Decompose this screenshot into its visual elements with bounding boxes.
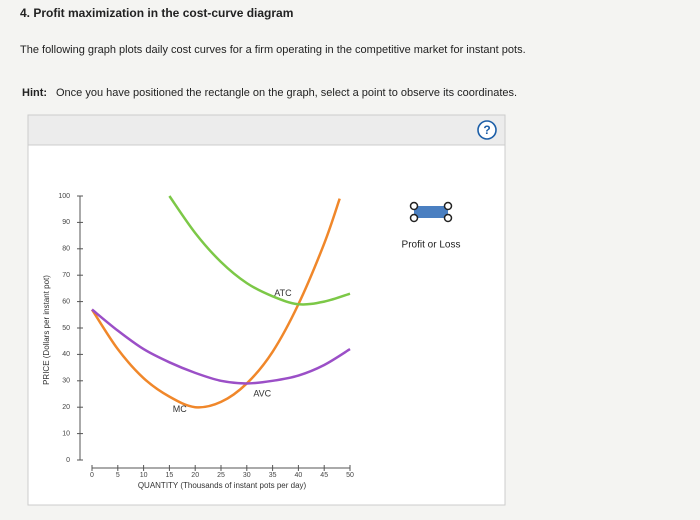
y-tick-label: 50 <box>62 325 70 332</box>
curve-label: ATC <box>274 288 292 298</box>
curve <box>91 308 351 385</box>
tool-handle[interactable] <box>443 201 453 211</box>
x-tick-label: 15 <box>166 472 174 479</box>
curve <box>90 198 341 409</box>
x-tick-label: 35 <box>269 472 277 479</box>
x-tick-label: 40 <box>295 472 303 479</box>
y-tick-label: 30 <box>62 378 70 385</box>
tool-rect[interactable] <box>414 206 448 218</box>
x-tick-label: 30 <box>243 472 251 479</box>
tool-label: Profit or Loss <box>402 240 461 251</box>
hint-label: Hint: <box>22 87 47 99</box>
y-tick-label: 90 <box>62 219 70 226</box>
y-tick-label: 80 <box>62 246 70 253</box>
curve-label: AVC <box>253 388 271 398</box>
y-tick-label: 100 <box>58 193 70 200</box>
y-tick-label: 60 <box>62 298 70 305</box>
x-tick-label: 5 <box>116 472 120 479</box>
curve-label: MC <box>173 404 187 414</box>
help-icon[interactable]: ? <box>483 123 490 137</box>
x-tick-label: 25 <box>217 472 225 479</box>
x-tick-label: 0 <box>90 472 94 479</box>
y-tick-label: 70 <box>62 272 70 279</box>
tool-handle[interactable] <box>443 213 453 223</box>
x-axis-label: QUANTITY (Thousands of instant pots per … <box>138 481 307 490</box>
curve <box>168 195 351 306</box>
profit-tool[interactable] <box>409 201 453 223</box>
y-tick-label: 0 <box>66 457 70 464</box>
x-tick-label: 50 <box>346 472 354 479</box>
y-tick-label: 20 <box>62 404 70 411</box>
graph-panel <box>27 114 506 506</box>
tool-handle[interactable] <box>409 201 419 211</box>
panel-header <box>27 114 506 146</box>
hint-text: Once you have positioned the rectangle o… <box>56 87 517 99</box>
x-tick-label: 10 <box>140 472 148 479</box>
question-title: 4. Profit maximization in the cost-curve… <box>20 6 293 20</box>
x-tick-label: 20 <box>191 472 199 479</box>
x-tick-label: 45 <box>320 472 328 479</box>
help-button[interactable] <box>477 120 497 140</box>
y-axis-label: PRICE (Dollars per instant pot) <box>42 275 51 385</box>
intro-text: The following graph plots daily cost cur… <box>20 44 526 56</box>
tool-handle[interactable] <box>409 213 419 223</box>
y-tick-label: 10 <box>62 430 70 437</box>
y-tick-label: 40 <box>62 351 70 358</box>
